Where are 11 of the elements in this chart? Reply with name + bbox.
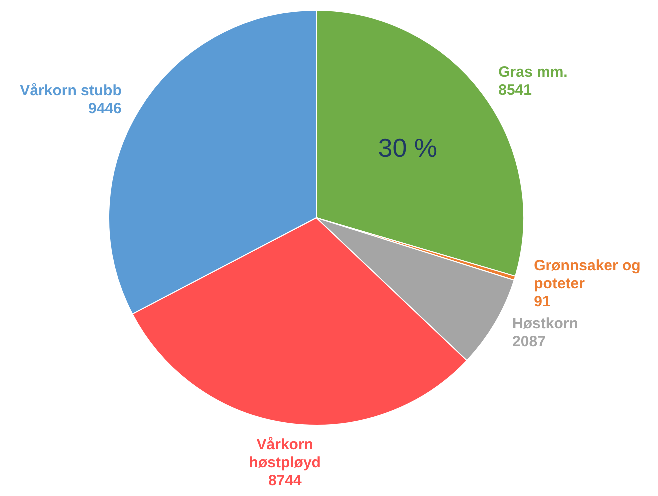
slice-label: Vårkorn høstpløyd — [249, 436, 321, 472]
slice-label: Høstkorn — [512, 316, 578, 333]
data-label: 2087 — [512, 334, 546, 351]
slice-label: Gras mm. — [498, 64, 568, 81]
data-label: 9446 — [88, 100, 122, 118]
data-label: 8744 — [268, 472, 302, 490]
data-label: 91 — [534, 293, 551, 310]
slice-label: Vårkorn stubb — [20, 82, 122, 100]
data-label: 8541 — [498, 82, 532, 99]
slice-label: Grønnsaker og poteter — [534, 257, 641, 292]
text: 30 % — [378, 132, 438, 163]
